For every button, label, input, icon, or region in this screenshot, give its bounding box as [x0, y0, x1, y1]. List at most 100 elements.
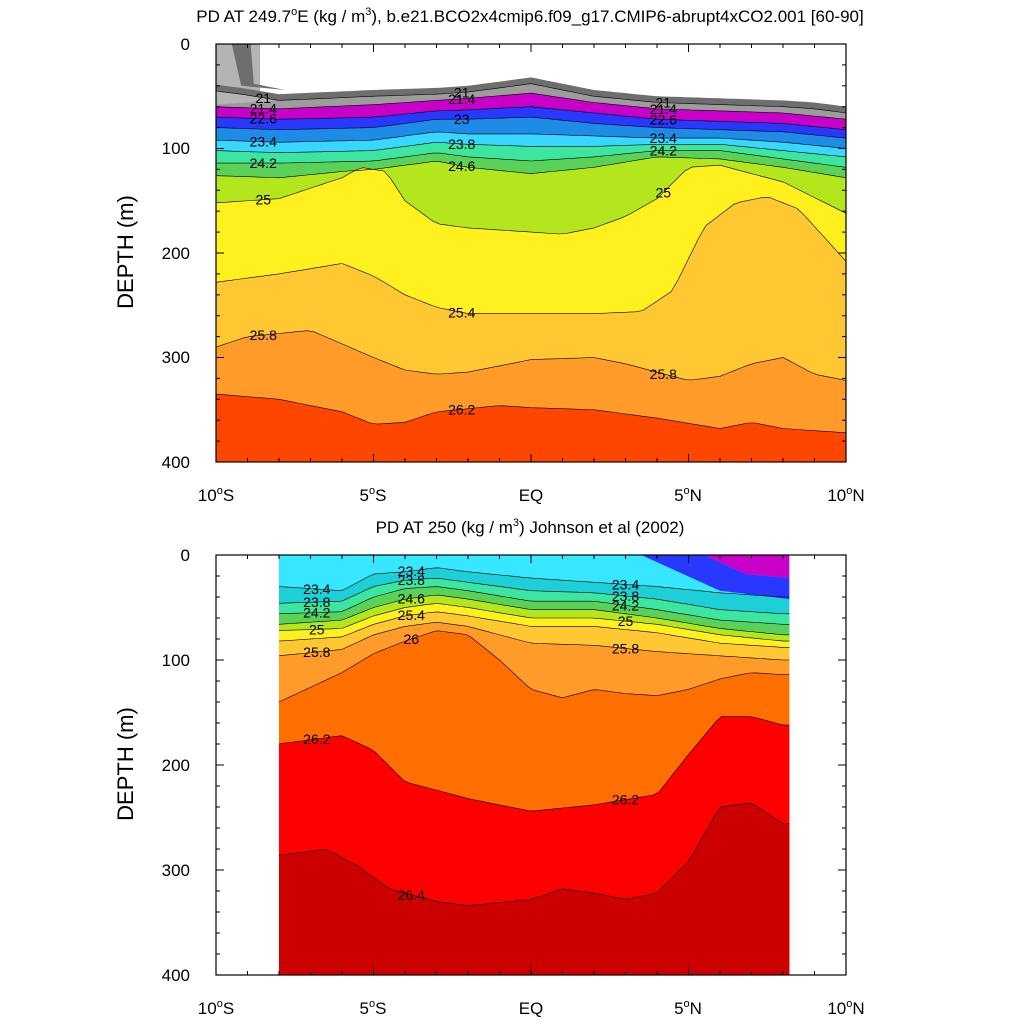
isopycnal-23.4 [278, 567, 790, 598]
contour-label: 25 [656, 184, 672, 200]
contour-label: 25 [255, 192, 271, 208]
contour-label: 26.2 [612, 792, 639, 808]
y-tick-label: 0 [181, 35, 190, 54]
contour-label: 25.8 [650, 366, 677, 382]
contour-label: 25.8 [303, 644, 330, 660]
y-tick-label: 100 [162, 139, 190, 158]
contour-label: 26 [404, 631, 420, 647]
contour-label: 25.4 [448, 304, 475, 320]
contour-label: 24.2 [250, 155, 277, 171]
isopycnal-23 [215, 116, 847, 139]
contour-label: 23.4 [398, 563, 425, 579]
top-panel-x-tick-labels: 10oS 5oS EQ 5oN 10oN [198, 485, 865, 505]
isopycnal-26.4 [278, 802, 790, 906]
x-tick-label: 10oN [827, 998, 864, 1018]
y-tick-label: 100 [162, 651, 190, 670]
x-tick-label: 10oS [198, 485, 234, 505]
contour-label: 26.2 [448, 401, 475, 417]
bottom-panel-contour-lines [278, 567, 790, 906]
x-tick-label: EQ [519, 486, 544, 505]
contour-label: 25.8 [612, 640, 639, 656]
isopycnal-24.2 [216, 150, 847, 168]
contour-label: 22.6 [650, 111, 677, 127]
bottom-panel-x-tick-labels: 10oS 5oS EQ 5oN 10oN [198, 998, 865, 1018]
contour-label: 21 [255, 90, 271, 106]
isopycnal-26.2 [215, 393, 847, 433]
y-tick-label: 0 [181, 546, 190, 565]
isopycnal-26 [278, 630, 790, 703]
contour-label: 25.8 [250, 327, 277, 343]
y-tick-label: 400 [162, 966, 190, 985]
bottom-panel-ylabel: DEPTH (m) [113, 707, 138, 821]
contour-label: 23.8 [303, 594, 330, 610]
contour-label: 26.4 [398, 887, 425, 903]
contour-label: 23.4 [250, 134, 277, 150]
isopycnal-24.2 [278, 586, 790, 625]
isopycnal-23.8 [215, 142, 847, 158]
contour-label: 23 [454, 111, 470, 127]
isopycnal-25 [278, 603, 790, 642]
isopycnal-23.4 [215, 131, 847, 149]
ne-patch-magenta [704, 555, 790, 579]
contour-label: 24.6 [448, 158, 475, 174]
x-tick-label: 10oS [198, 998, 234, 1018]
top-panel: PD AT 249.7oE (kg / m3), b.e21.BCO2x4cmi… [113, 6, 865, 505]
ne-patch-blue [641, 555, 790, 600]
contour-label: 24.2 [650, 143, 677, 159]
top-panel-contour-lines [215, 83, 847, 433]
contour-label: 26.2 [303, 731, 330, 747]
bottom-panel-fills [279, 555, 790, 975]
y-tick-label: 300 [162, 348, 190, 367]
isopycnal-26.2 [278, 716, 790, 812]
x-tick-label: 10oN [827, 485, 864, 505]
top-panel-ylabel: DEPTH (m) [113, 195, 138, 309]
y-tick-label: 200 [162, 756, 190, 775]
density-band-26.4 [279, 803, 790, 975]
contour-label: 23.8 [448, 136, 475, 152]
contour-label: 25 [309, 621, 325, 637]
land-mask-inner [231, 44, 286, 90]
contour-label: 24.2 [612, 597, 639, 613]
bottom-panel-ticks [215, 554, 847, 976]
isopycnal-21.4 [215, 92, 847, 120]
contour-label: 23.8 [612, 588, 639, 604]
isopycnal-22.6 [215, 106, 847, 130]
x-tick-label: 5oS [360, 998, 387, 1018]
bottom-panel-title: PD AT 250 (kg / m3) Johnson et al (2002) [376, 517, 685, 537]
y-tick-label: 300 [162, 861, 190, 880]
contour-label: 21 [656, 95, 672, 111]
contour-label: 25.4 [398, 607, 425, 623]
y-tick-label: 200 [162, 244, 190, 263]
isopycnal-25.4 [215, 196, 847, 314]
isopycnal-25.4 [278, 611, 790, 648]
bottom-panel-y-tick-labels: 0 100 200 300 400 [162, 546, 190, 985]
contour-label: 23.8 [398, 572, 425, 588]
top-panel-title: PD AT 249.7oE (kg / m3), b.e21.BCO2x4cmi… [196, 6, 863, 26]
x-tick-label: 5oN [674, 485, 702, 505]
x-tick-label: 5oN [674, 998, 702, 1018]
contour-label: 21.4 [448, 91, 475, 107]
x-tick-label: 5oS [360, 485, 387, 505]
contour-label: 23.4 [650, 130, 677, 146]
surface-dark-layer [216, 77, 846, 113]
isopycnal-25.8 [278, 622, 790, 661]
contour-label: 21 [454, 84, 470, 100]
contour-label: 24.2 [303, 605, 330, 621]
bottom-panel-contour-labels: 23.423.423.423.823.823.824.2 24.224.62525… [303, 563, 639, 903]
isopycnal-24.6 [215, 156, 847, 179]
y-tick-label: 400 [162, 453, 190, 472]
contour-label: 25 [618, 613, 634, 629]
isopycnal-25 [215, 164, 847, 235]
contour-label: 21.4 [250, 100, 277, 116]
isopycnal-25.8 [215, 330, 847, 381]
x-tick-label: EQ [519, 999, 544, 1018]
isopycnal-23.8 [278, 577, 790, 615]
top-panel-y-tick-labels: 0 100 200 300 400 [162, 35, 190, 472]
top-panel-ticks [215, 43, 847, 463]
contour-label: 21.4 [650, 101, 677, 117]
contour-label: 22.6 [250, 111, 277, 127]
contour-label: 24.6 [398, 590, 425, 606]
bottom-panel: PD AT 250 (kg / m3) Johnson et al (2002)… [113, 517, 865, 1018]
